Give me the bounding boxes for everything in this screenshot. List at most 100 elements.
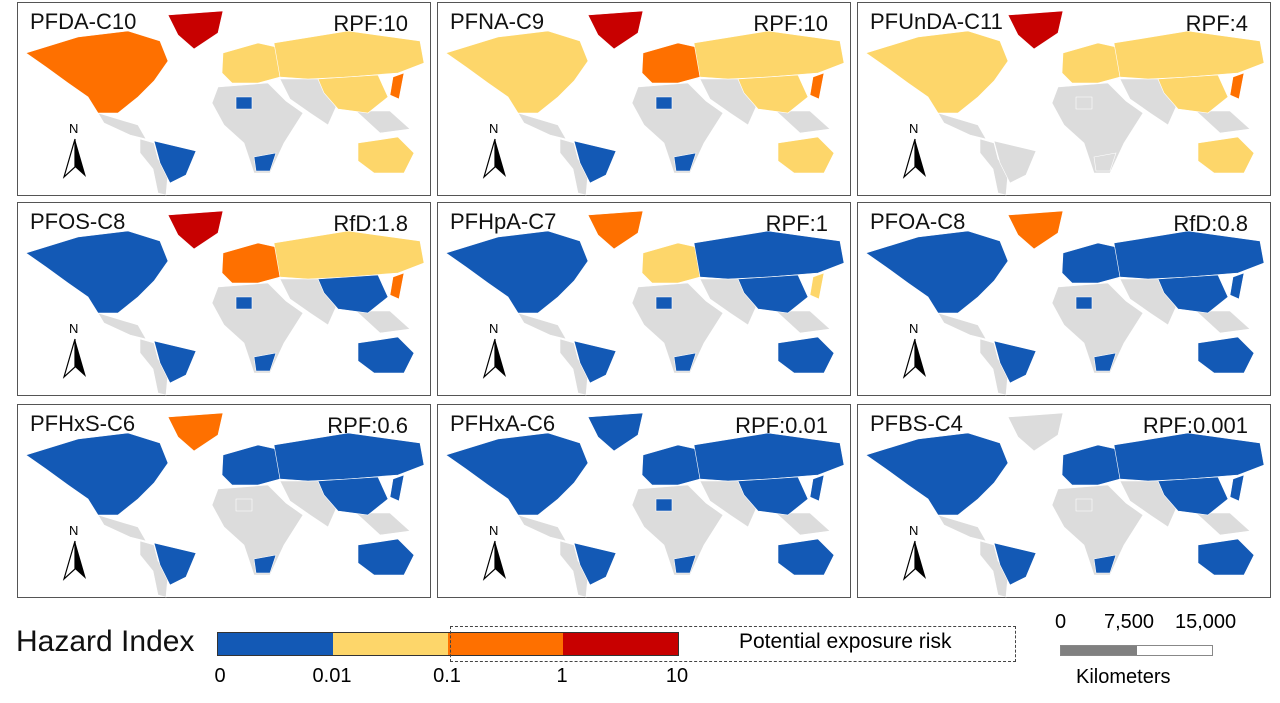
legend-class-1-10: [563, 633, 678, 655]
country-nodata: [355, 310, 411, 334]
region-china: [1157, 274, 1229, 314]
country-nodata: [937, 312, 987, 340]
region-libya: [235, 498, 253, 512]
region-japan: [389, 72, 405, 100]
country-nodata: [979, 338, 1009, 396]
region-libya: [1075, 296, 1093, 310]
region-china: [737, 274, 809, 314]
region-japan: [389, 474, 405, 502]
panel-toxicity-value: RPF:10: [753, 11, 828, 36]
region-europe: [641, 242, 701, 284]
country-nodata: [937, 514, 987, 542]
region-north-america: [25, 432, 169, 516]
map-panel: PFBS-C4 RPF:0.001 N: [857, 404, 1271, 598]
region-brazil: [573, 340, 617, 384]
scale-tick: 0: [1055, 611, 1067, 633]
region-europe: [221, 444, 281, 486]
legend-class-0.1-1: [448, 633, 563, 655]
world-map: [865, 412, 1265, 598]
region-brazil: [573, 140, 617, 184]
region-russia: [693, 230, 845, 280]
legend-tick: 0: [214, 665, 226, 687]
region-australia: [1197, 136, 1255, 174]
region-libya: [235, 96, 253, 110]
world-map: [445, 10, 845, 196]
legend-tick: 1: [556, 665, 568, 687]
panel-title: PFHpA-C7: [450, 209, 557, 234]
country-nodata: [139, 540, 169, 598]
map-panel: PFUnDA-C11 RPF:4 N: [857, 2, 1271, 196]
region-south-africa: [673, 554, 697, 574]
region-russia: [1113, 30, 1265, 80]
region-brazil: [573, 542, 617, 586]
panel-toxicity-value: RPF:4: [1185, 11, 1248, 36]
region-south-africa: [253, 352, 277, 372]
region-japan: [1229, 272, 1245, 300]
region-china: [737, 74, 809, 114]
country-nodata: [631, 282, 724, 374]
world-map: [445, 412, 845, 598]
panel-toxicity-value: RPF:1: [765, 211, 828, 236]
country-nodata: [1195, 512, 1251, 536]
country-nodata: [211, 282, 304, 374]
map-panel: PFOS-C8 RfD:1.8 N: [17, 202, 431, 396]
region-south-africa: [253, 152, 277, 172]
panel-title: PFHxA-C6: [450, 411, 556, 436]
country-nodata: [139, 338, 169, 396]
region-australia: [777, 538, 835, 576]
region-russia: [1113, 230, 1265, 280]
region-china: [1157, 476, 1229, 516]
region-brazil: [153, 140, 197, 184]
map-panel: PFHxA-C6 RPF:0.01 N: [437, 404, 851, 598]
north-arrow-icon: N: [480, 321, 510, 381]
country-nodata: [979, 138, 1009, 196]
country-nodata: [559, 540, 589, 598]
north-arrow-icon: N: [60, 523, 90, 583]
region-brazil: [993, 140, 1037, 184]
north-arrow-icon: N: [900, 321, 930, 381]
region-australia: [777, 136, 835, 174]
panel-title: PFOA-C8: [870, 209, 966, 234]
country-nodata: [775, 512, 831, 536]
scale-unit: Kilometers: [1076, 666, 1171, 688]
country-nodata: [1195, 310, 1251, 334]
region-europe: [641, 42, 701, 84]
region-greenland: [167, 412, 224, 452]
country-nodata: [97, 312, 147, 340]
region-south-africa: [1093, 352, 1117, 372]
country-nodata: [559, 138, 589, 196]
region-australia: [1197, 336, 1255, 374]
country-nodata: [1051, 82, 1144, 174]
country-nodata: [97, 112, 147, 140]
north-label: N: [69, 121, 79, 136]
country-nodata: [775, 310, 831, 334]
region-europe: [641, 444, 701, 486]
legend-tick: 0.1: [433, 665, 461, 687]
region-greenland: [1007, 412, 1064, 452]
north-label: N: [489, 121, 499, 136]
country-nodata: [211, 484, 304, 576]
country-nodata: [517, 514, 567, 542]
region-north-america: [445, 230, 589, 314]
world-map: [865, 210, 1265, 396]
panel-title: PFBS-C4: [870, 411, 963, 436]
region-china: [317, 476, 389, 516]
north-label: N: [489, 523, 499, 538]
country-nodata: [1051, 282, 1144, 374]
region-japan: [1229, 474, 1245, 502]
north-label: N: [909, 523, 919, 538]
region-china: [317, 274, 389, 314]
region-russia: [273, 30, 425, 80]
country-nodata: [631, 484, 724, 576]
region-libya: [1075, 96, 1093, 110]
legend-colorbar: [217, 632, 679, 656]
panel-title: PFHxS-C6: [30, 411, 136, 436]
scale-tick: 7,500: [1104, 611, 1155, 633]
north-arrow-icon: N: [900, 121, 930, 181]
region-north-america: [865, 432, 1009, 516]
panel-toxicity-value: RPF:0.6: [327, 413, 408, 438]
region-russia: [1113, 432, 1265, 482]
country-nodata: [517, 312, 567, 340]
country-nodata: [211, 82, 304, 174]
region-brazil: [153, 340, 197, 384]
